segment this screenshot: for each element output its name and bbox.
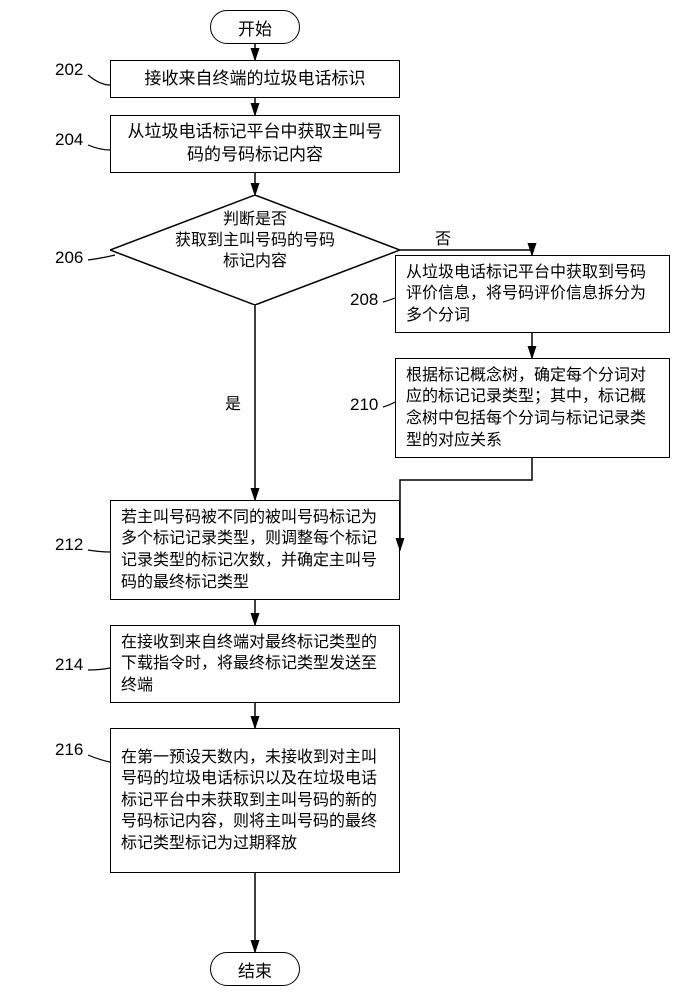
connectors — [0, 0, 688, 1000]
